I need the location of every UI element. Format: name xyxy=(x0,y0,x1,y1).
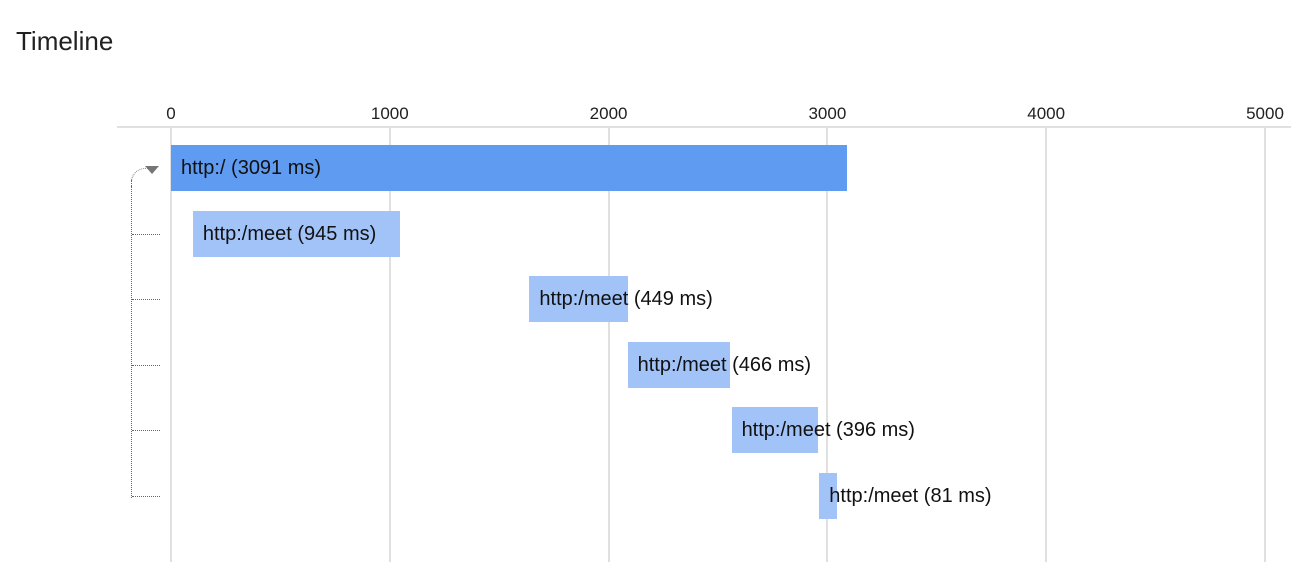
child-span-bar[interactable] xyxy=(627,341,730,388)
page-title: Timeline xyxy=(16,26,114,56)
gridline xyxy=(826,127,829,562)
tree-branch xyxy=(132,496,160,497)
span-label: http:/meet (466 ms) xyxy=(637,353,812,376)
collapse-triangle-icon[interactable] xyxy=(145,166,159,174)
child-span-bar[interactable] xyxy=(529,276,628,323)
gridline xyxy=(1045,127,1048,562)
span-label: http:/meet (449 ms) xyxy=(539,288,713,311)
span-label: http:/meet (396 ms) xyxy=(741,419,915,442)
gridline xyxy=(607,127,610,562)
tick-label: 2000 xyxy=(589,104,628,123)
tree-branch xyxy=(132,299,160,301)
tree-branch xyxy=(132,364,160,366)
tick-label: 5000 xyxy=(1246,104,1284,123)
tree-branch xyxy=(132,233,160,235)
gridline xyxy=(388,127,391,562)
tree-connector-curve xyxy=(131,168,150,187)
tree-connector xyxy=(131,180,132,498)
tick-label: 4000 xyxy=(1027,104,1066,123)
span-label: http:/meet (81 ms) xyxy=(829,485,992,507)
child-span-bar[interactable] xyxy=(731,407,819,454)
tick-label: 3000 xyxy=(808,104,847,123)
gridline xyxy=(170,127,172,562)
child-span-bar[interactable] xyxy=(192,210,400,257)
tree-branch xyxy=(132,430,160,432)
gridline xyxy=(1264,127,1266,562)
span-label: http:/ (3091 ms) xyxy=(181,157,322,179)
tick-label: 0 xyxy=(166,104,176,123)
root-span-bar[interactable] xyxy=(171,145,848,191)
axis-line xyxy=(117,126,1291,128)
child-span-bar[interactable] xyxy=(819,473,838,519)
tick-label: 1000 xyxy=(370,104,409,123)
span-label: http:/meet (945 ms) xyxy=(202,222,377,245)
